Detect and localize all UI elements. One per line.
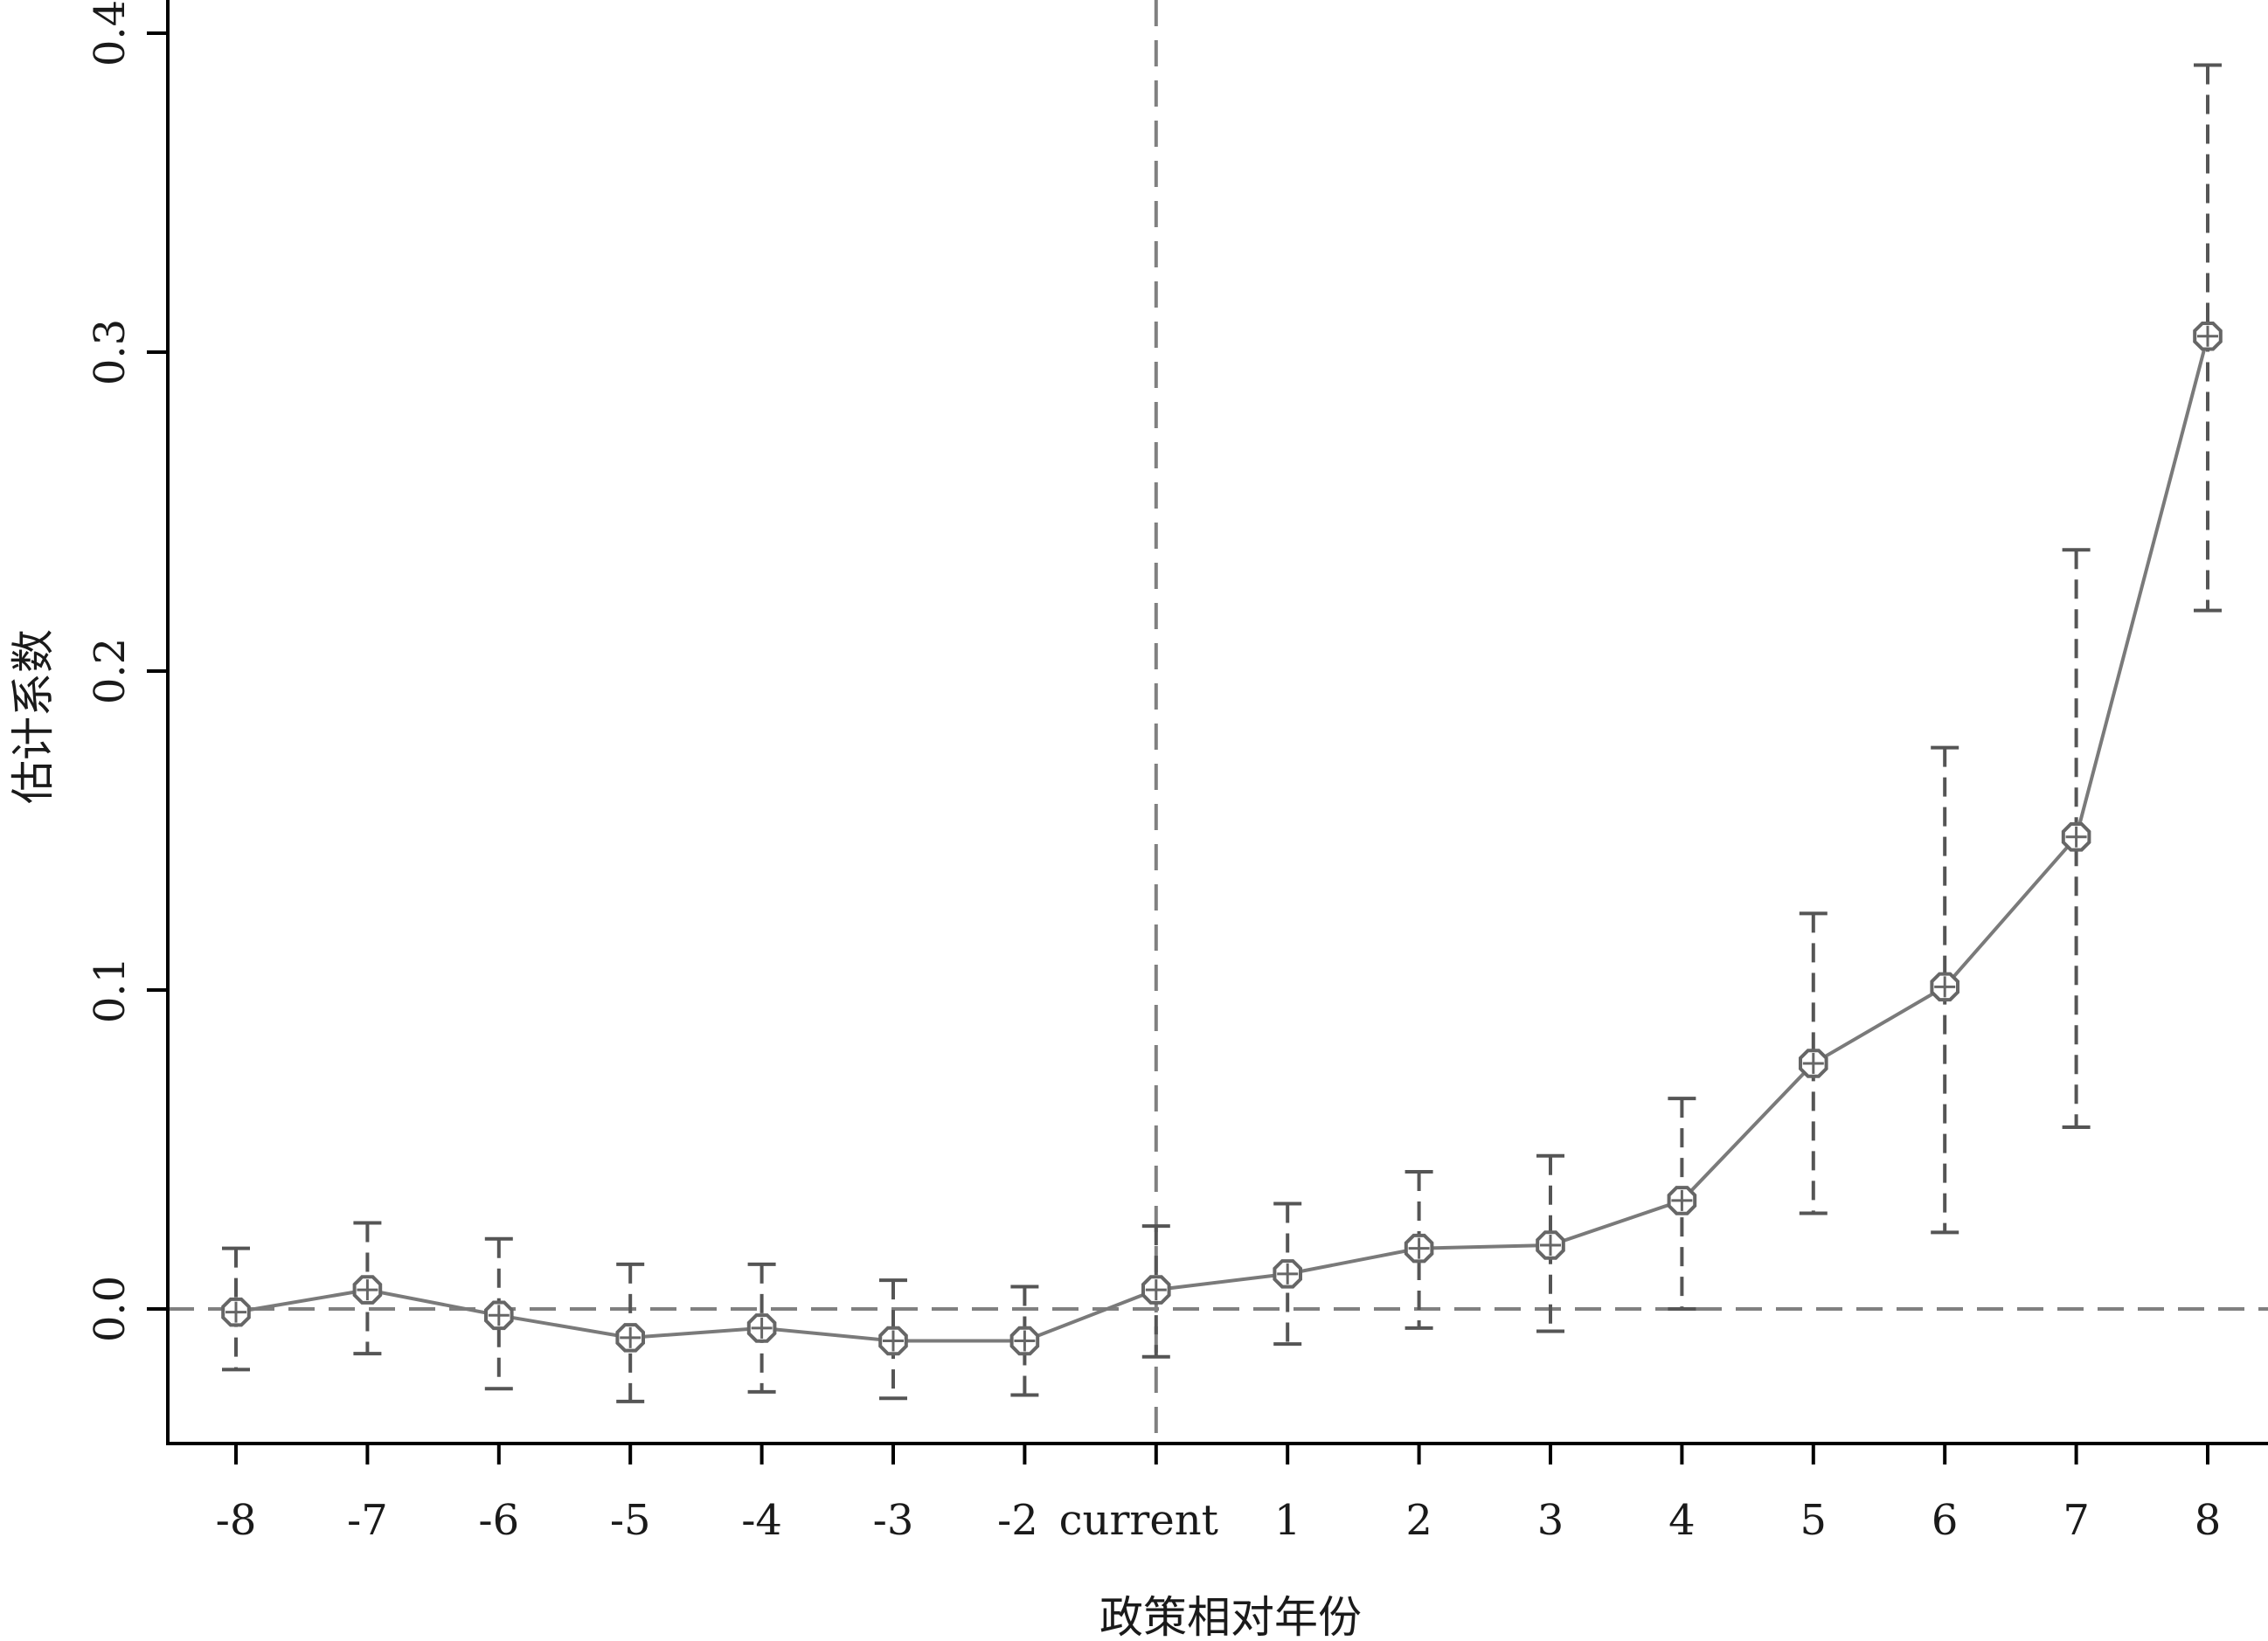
- y-tick-label: 0.0: [86, 1276, 135, 1342]
- y-ticks: 0.0 0.1 0.2 0.3 0.4: [86, 0, 168, 1342]
- x-tick-label: 5: [1800, 1496, 1828, 1545]
- x-tick-label: 6: [1932, 1496, 1959, 1545]
- x-tick-label: -2: [997, 1496, 1038, 1545]
- data-point: [1536, 1230, 1565, 1260]
- x-tick-label: -3: [873, 1496, 914, 1545]
- x-tick-label: -8: [216, 1496, 257, 1545]
- data-point: [1667, 1186, 1697, 1215]
- data-point: [615, 1323, 645, 1353]
- x-tick-label: -5: [610, 1496, 651, 1545]
- x-tick-label: 3: [1537, 1496, 1564, 1545]
- x-tick-label: current: [1059, 1496, 1218, 1545]
- error-bar: [2062, 548, 2091, 1129]
- data-point: [1930, 972, 1959, 1002]
- data-point: [2193, 322, 2223, 351]
- x-tick-label: -6: [478, 1496, 519, 1545]
- x-tick-label: -7: [347, 1496, 388, 1545]
- x-ticks: -8 -7 -6 -5 -4 -3 -2 current 1 2 3 4 5 6 7 8: [216, 1444, 2222, 1545]
- error-bar: [1010, 1284, 1039, 1397]
- x-tick-label: 1: [1274, 1496, 1301, 1545]
- markers: [221, 322, 2223, 1356]
- data-point: [878, 1326, 908, 1356]
- x-tick-label: 7: [2063, 1496, 2090, 1545]
- series-line-group: [235, 336, 2209, 1343]
- y-tick-label: 0.3: [86, 319, 135, 385]
- series-line: [235, 336, 2209, 1343]
- data-point: [1799, 1049, 1828, 1078]
- data-point: [1404, 1233, 1434, 1264]
- data-point: [1273, 1259, 1302, 1289]
- axes: [166, 0, 2268, 1445]
- x-tick-label: 2: [1405, 1496, 1432, 1545]
- error-bar: [879, 1278, 907, 1401]
- y-axis-title: 估计系数: [8, 629, 59, 804]
- x-tick-label: 8: [2195, 1496, 2222, 1545]
- error-bar: [1536, 1153, 1564, 1333]
- data-point: [1141, 1275, 1171, 1305]
- y-tick-label: 0.1: [86, 957, 135, 1023]
- y-tick-label: 0.4: [86, 0, 135, 66]
- x-tick-label: -4: [741, 1496, 782, 1545]
- data-point: [2061, 822, 2091, 852]
- data-point: [484, 1300, 514, 1331]
- data-point: [221, 1297, 251, 1327]
- x-tick-label: 4: [1668, 1496, 1696, 1545]
- y-tick-label: 0.2: [86, 638, 135, 704]
- data-point: [352, 1275, 383, 1305]
- error-bars: [222, 63, 2222, 1403]
- x-axis-title: 政策相对年份: [1099, 1592, 1362, 1641]
- data-point: [746, 1313, 777, 1343]
- reference-lines: [168, 0, 2268, 1444]
- data-point: [1009, 1326, 1040, 1356]
